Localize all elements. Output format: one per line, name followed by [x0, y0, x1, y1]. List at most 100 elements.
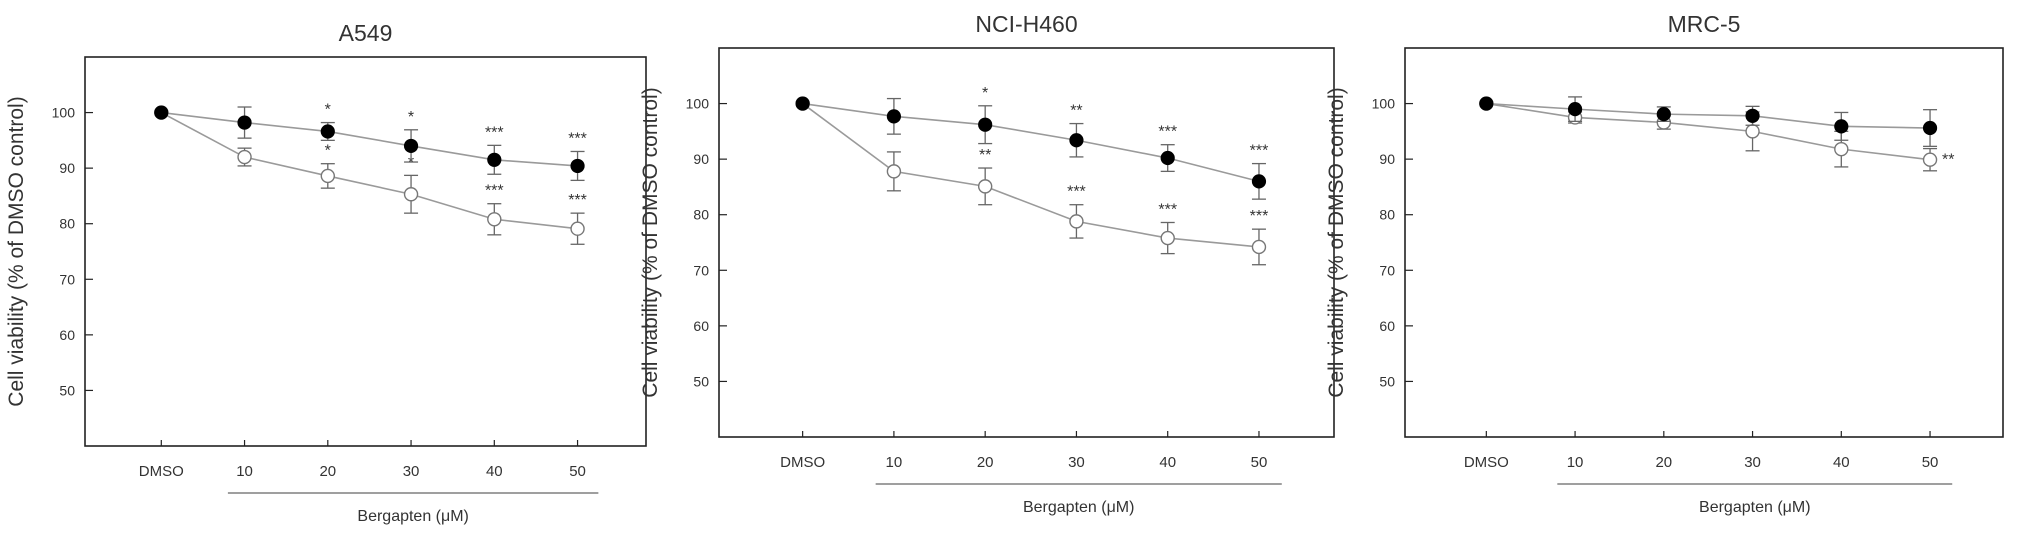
y-axis-label: Cell viability (% of DMSO control) — [1325, 87, 1348, 397]
data-point — [1834, 119, 1849, 134]
data-point — [154, 105, 169, 120]
y-tick-label: 90 — [693, 151, 709, 167]
significance-label: *** — [568, 130, 587, 147]
x-tick-label: 50 — [1251, 454, 1268, 471]
data-point — [1922, 120, 1938, 136]
series-filled — [1479, 96, 1938, 148]
significance-label: ** — [1070, 103, 1082, 120]
x-tick-label: 20 — [977, 454, 994, 471]
series-line — [160, 111, 578, 230]
data-point — [886, 164, 902, 179]
x-tick-label: 20 — [319, 463, 336, 480]
y-tick-label: 80 — [1379, 207, 1395, 223]
y-tick-label: 100 — [52, 105, 76, 121]
x-tick-label: 30 — [403, 463, 420, 480]
y-tick-label: 60 — [693, 318, 709, 334]
significance-label: ** — [1942, 152, 1954, 169]
chart-panel-3: MRC-5 50 60 70 80 90 100 Cell viability (% of D… — [1325, 11, 2004, 516]
significance-label: *** — [1250, 143, 1269, 160]
data-point — [1160, 150, 1175, 166]
significance-label: *** — [1158, 124, 1177, 141]
x-tick-label: 10 — [1567, 454, 1584, 471]
x-tick-label: DMSO — [1464, 454, 1509, 471]
data-point — [570, 221, 585, 236]
data-point — [237, 115, 252, 130]
series-open: ******** *** — [795, 96, 1269, 266]
x-tick-label: 40 — [1833, 454, 1850, 471]
y-tick-label: 60 — [1379, 318, 1395, 334]
y-tick-label: 100 — [1372, 96, 1396, 112]
series-open: ******** — [154, 105, 587, 245]
x-tick-label: DMSO — [780, 454, 825, 471]
data-point — [978, 117, 993, 132]
y-tick-label: 70 — [59, 271, 75, 287]
y-tick-label: 70 — [693, 262, 709, 278]
y-tick-label: 80 — [693, 207, 709, 223]
y-tick-label: 60 — [59, 327, 75, 343]
x-tick-label: 10 — [236, 463, 253, 480]
x-tick-label: 30 — [1744, 454, 1761, 471]
data-point — [886, 109, 902, 124]
data-point — [570, 158, 585, 174]
significance-label: *** — [1158, 201, 1177, 218]
data-point — [1069, 133, 1084, 148]
significance-label: * — [408, 109, 414, 126]
significance-label: * — [982, 85, 988, 102]
data-point — [1251, 174, 1267, 189]
data-point — [1160, 230, 1175, 246]
data-point — [1745, 124, 1760, 139]
data-point — [1069, 214, 1084, 229]
series-line — [1486, 102, 1931, 161]
data-point — [1251, 239, 1267, 255]
chart-panel-2: NCI-H460 50 60 70 80 90 100 Cell viability (% o… — [639, 11, 1335, 516]
significance-label: * — [325, 102, 331, 119]
significance-label: ** — [979, 147, 991, 164]
y-tick-label: 90 — [59, 160, 75, 176]
x-axis-label: Bergapten (μM) — [1023, 499, 1134, 516]
significance-label: *** — [485, 124, 504, 141]
y-tick-label: 100 — [686, 96, 710, 112]
plot-frame — [718, 47, 1335, 438]
x-tick-label: 10 — [886, 454, 903, 471]
series-line — [161, 111, 578, 167]
y-tick-label: 90 — [1379, 151, 1395, 167]
data-point — [795, 96, 810, 111]
plot-frame — [84, 56, 647, 447]
series-line — [802, 102, 1260, 248]
series-line — [802, 102, 1260, 183]
x-tick-label: 50 — [1922, 454, 1939, 471]
data-point — [1834, 141, 1849, 157]
x-tick-label: 40 — [1159, 454, 1176, 471]
data-point — [237, 149, 252, 165]
data-point — [1922, 152, 1938, 167]
significance-label: *** — [1250, 208, 1269, 225]
data-point — [403, 187, 419, 202]
data-point — [1567, 102, 1583, 117]
data-point — [487, 152, 502, 167]
series-line — [1486, 102, 1931, 129]
data-point — [1745, 108, 1760, 123]
y-tick-label: 50 — [59, 382, 75, 398]
data-point — [403, 138, 419, 154]
y-axis-label: Cell viability (% of DMSO control) — [5, 96, 28, 406]
data-point — [1479, 96, 1494, 111]
data-point — [977, 179, 993, 194]
significance-label: * — [408, 154, 414, 171]
x-axis-label: Bergapten (μM) — [1699, 499, 1810, 516]
series-filled: * **** *** — [154, 102, 587, 182]
data-point — [487, 212, 502, 227]
significance-label: *** — [1067, 184, 1086, 201]
y-tick-label: 80 — [59, 216, 75, 232]
x-tick-label: DMSO — [139, 463, 184, 480]
data-point — [320, 168, 336, 184]
x-tick-label: 20 — [1655, 454, 1672, 471]
data-point — [320, 124, 335, 139]
series-filled: ********* — [795, 85, 1269, 200]
chart-title: MRC-5 — [1668, 11, 1741, 37]
x-axis-label: Bergapten (μM) — [357, 508, 468, 525]
x-tick-label: 30 — [1068, 454, 1085, 471]
significance-label: *** — [568, 192, 587, 209]
x-tick-label: 50 — [569, 463, 586, 480]
y-axis-label: Cell viability (% of DMSO control) — [639, 87, 662, 397]
